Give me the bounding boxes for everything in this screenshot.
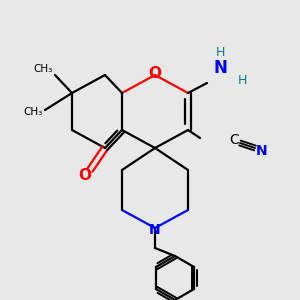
Text: O: O: [79, 167, 92, 182]
Text: N: N: [149, 223, 161, 237]
Text: N: N: [213, 59, 227, 77]
Text: CH₃: CH₃: [34, 64, 53, 74]
Text: C: C: [229, 133, 239, 147]
Text: H: H: [215, 46, 225, 59]
Text: CH₃: CH₃: [24, 107, 43, 117]
Text: O: O: [148, 65, 161, 80]
Text: N: N: [256, 144, 268, 158]
Text: H: H: [237, 74, 247, 86]
